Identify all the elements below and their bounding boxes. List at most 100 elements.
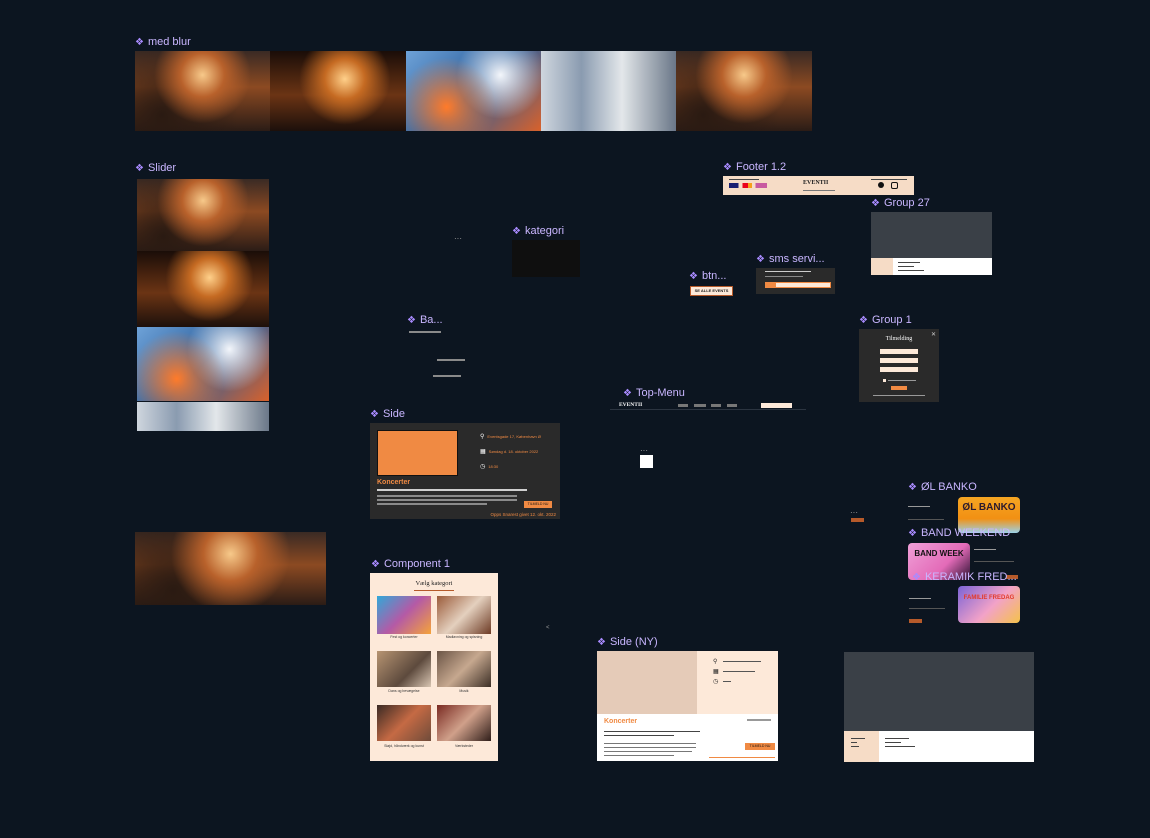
ba-frame[interactable] xyxy=(407,328,477,383)
instagram-icon[interactable] xyxy=(891,182,898,189)
frame-label-top-menu[interactable]: ❖ Top-Menu xyxy=(623,387,685,399)
signup-field[interactable] xyxy=(880,349,918,354)
side-ny-category: Koncerter xyxy=(604,718,638,725)
calendar-icon: ▦ xyxy=(480,449,486,455)
frame-label-btn[interactable]: ❖ btn... xyxy=(689,270,726,282)
frame-label-footer[interactable]: ❖ Footer 1.2 xyxy=(723,161,786,173)
see-all-events-button[interactable]: SE ALLE EVENTS xyxy=(690,286,733,296)
top-menu-item[interactable] xyxy=(711,404,721,407)
frame-label-sms[interactable]: ❖ sms servi... xyxy=(756,253,825,265)
ellipsis-marker: ··· xyxy=(640,446,648,455)
signup-checkbox[interactable] xyxy=(883,379,886,382)
frame-label-side[interactable]: ❖ Side xyxy=(370,408,405,420)
ol-banko-frame[interactable]: ØL BANKO xyxy=(906,497,1020,535)
frame-label-slider[interactable]: ❖ Slider xyxy=(135,162,176,174)
frame-label-side-ny[interactable]: ❖ Side (NY) xyxy=(597,636,658,648)
facebook-icon[interactable] xyxy=(878,182,884,188)
group27-text-line xyxy=(898,270,924,271)
band-weekend-tag xyxy=(1006,575,1018,579)
top-menu-item[interactable] xyxy=(727,404,737,407)
top-menu-item[interactable] xyxy=(678,404,688,407)
signup-submit-button[interactable] xyxy=(891,386,907,390)
sms-input-field[interactable] xyxy=(776,283,830,287)
top-menu-button[interactable] xyxy=(761,403,792,408)
signup-field[interactable] xyxy=(880,358,918,363)
frame-label-ba[interactable]: ❖ Ba... xyxy=(407,314,443,326)
category-tile[interactable] xyxy=(437,651,491,687)
frame-label-group-1[interactable]: ❖ Group 1 xyxy=(859,314,912,326)
frame-label-keramik[interactable]: ❖ KERAMIK FRED... xyxy=(912,571,1017,583)
top-menu-frame[interactable]: EVENTII xyxy=(610,402,806,410)
category-tile[interactable] xyxy=(377,651,431,687)
component1-frame[interactable]: Vælg kategori Fest og koncerter Madlavni… xyxy=(370,573,498,761)
category-tile[interactable] xyxy=(377,596,431,634)
ol-banko-poster: ØL BANKO xyxy=(958,497,1020,533)
group27-text-line xyxy=(898,262,920,263)
side-signup-button[interactable]: TILMELD NU xyxy=(524,501,552,508)
frame-label-component-1[interactable]: ❖ Component 1 xyxy=(371,558,450,570)
diamond-icon: ❖ xyxy=(908,527,917,539)
top-menu-item[interactable] xyxy=(694,404,706,407)
side-ny-text-line xyxy=(604,735,674,736)
band-weekend-frame[interactable]: BAND WEEK xyxy=(906,543,1020,581)
signup-field[interactable] xyxy=(880,367,918,372)
signup-modal[interactable]: ✕ Tilmelding xyxy=(859,329,939,402)
frame-label-text: Group 27 xyxy=(883,197,930,209)
collapse-arrow: < xyxy=(546,625,550,631)
frame-label-text: kategori xyxy=(524,225,565,237)
frame-label-group-27[interactable]: ❖ Group 27 xyxy=(871,197,930,209)
band-week-poster: BAND WEEK xyxy=(908,543,970,580)
diamond-icon: ❖ xyxy=(407,314,416,326)
share-icon[interactable] xyxy=(747,719,771,721)
footer-text-line xyxy=(803,190,835,191)
event-card-large[interactable] xyxy=(844,652,1034,762)
side-address: Eventsgade 17, København Ø xyxy=(487,434,541,439)
side-frame[interactable]: ⚲ Eventsgade 17, København Ø ▦ Søndag d.… xyxy=(370,423,560,519)
calendar-icon: ▦ xyxy=(713,669,719,675)
frame-label-text: Component 1 xyxy=(383,558,451,570)
category-tile[interactable] xyxy=(437,705,491,741)
side-text-line xyxy=(377,499,517,501)
frame-label-ol-banko[interactable]: ❖ ØL BANKO xyxy=(908,481,977,493)
diamond-icon: ❖ xyxy=(756,253,765,265)
category-label: Sløjd, håndværk og kunst xyxy=(384,744,424,748)
frame-label-kategori[interactable]: ❖ kategori xyxy=(512,225,564,237)
ol-banko-text-line xyxy=(908,506,930,507)
clock-icon: ◷ xyxy=(480,464,486,470)
side-ny-text-line xyxy=(723,661,761,662)
frame-label-text: ØL BANKO xyxy=(920,481,977,493)
kategori-frame[interactable] xyxy=(512,240,580,277)
slider-stack[interactable] xyxy=(137,179,269,431)
side-ny-signup-button[interactable]: TILMELD NU xyxy=(745,743,775,750)
ellipsis-marker: ··· xyxy=(850,508,858,517)
side-category: Koncerter xyxy=(377,479,411,486)
sms-frame[interactable] xyxy=(756,268,835,294)
location-icon: ⚲ xyxy=(713,659,718,665)
diamond-icon: ❖ xyxy=(370,408,379,420)
category-tile[interactable] xyxy=(437,596,491,634)
ol-banko-poster-text: ØL BANKO xyxy=(962,502,1016,513)
diamond-icon: ❖ xyxy=(912,571,921,583)
keramik-frame[interactable]: FAMILIE FREDAG xyxy=(906,586,1020,624)
frame-label-text: sms servi... xyxy=(768,253,825,265)
diamond-icon: ❖ xyxy=(623,387,632,399)
event-card-text-line xyxy=(885,742,901,743)
category-tile[interactable] xyxy=(377,705,431,741)
hero-image[interactable] xyxy=(135,532,326,605)
signup-footer-text xyxy=(873,395,925,396)
top-menu-brand: EVENTII xyxy=(619,402,643,408)
photo-party xyxy=(541,51,676,131)
side-text-line xyxy=(377,503,487,505)
white-square-frame[interactable] xyxy=(640,455,653,468)
side-ny-frame[interactable]: ⚲ ▦ ◷ Koncerter TILMELD NU xyxy=(597,651,778,761)
med-blur-strip[interactable] xyxy=(135,51,812,131)
group27-frame[interactable] xyxy=(871,212,992,275)
footer-frame[interactable]: EVENTII xyxy=(723,176,914,195)
frame-label-band-weekend[interactable]: ❖ BAND WEEKEND xyxy=(908,527,1010,539)
side-ny-text-line xyxy=(604,751,692,752)
close-icon[interactable]: ✕ xyxy=(931,332,937,338)
event-card-date-line xyxy=(851,742,857,743)
frame-label-med-blur[interactable]: ❖ med blur xyxy=(135,36,191,48)
diamond-icon: ❖ xyxy=(689,270,698,282)
frame-label-text: btn... xyxy=(701,270,727,282)
